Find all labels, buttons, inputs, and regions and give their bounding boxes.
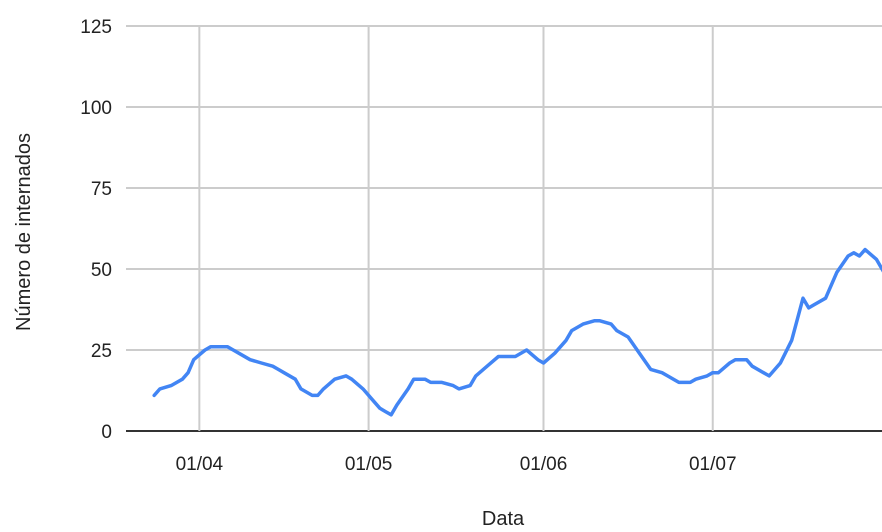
y-tick-label: 50: [91, 260, 112, 281]
x-tick-label: 01/07: [689, 454, 737, 475]
y-tick-label: 125: [80, 17, 112, 38]
x-tick-label: 01/05: [345, 454, 393, 475]
y-axis-title: Número de internados: [13, 133, 35, 331]
y-axis-tick-labels: 0 25 50 75 100 125: [80, 17, 112, 443]
y-tick-label: 75: [91, 179, 112, 200]
series-line-internados: [152, 247, 882, 417]
x-tick-label: 01/06: [520, 454, 568, 475]
x-axis-title: Data: [482, 508, 525, 530]
y-tick-label: 100: [80, 98, 112, 119]
grid-layer: [126, 25, 882, 432]
y-tick-label: 0: [101, 422, 112, 443]
y-tick-label: 25: [91, 341, 112, 362]
x-tick-label: 01/04: [176, 454, 224, 475]
series-layer: [152, 247, 882, 417]
x-axis-tick-labels: 01/04 01/05 01/06 01/07: [176, 454, 737, 475]
